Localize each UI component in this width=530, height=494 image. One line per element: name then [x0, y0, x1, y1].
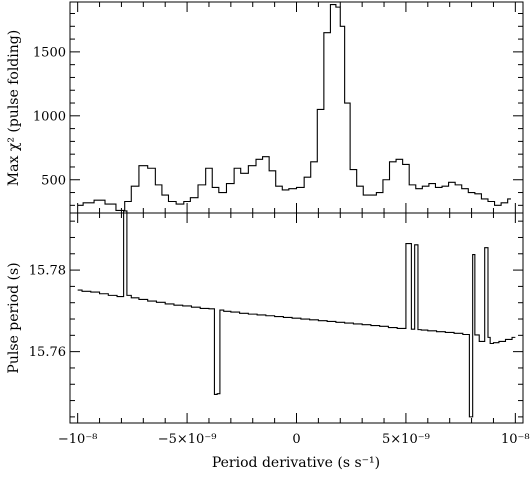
xtick-label: −10⁻⁸ — [58, 432, 98, 447]
xtick-label: 5×10⁻⁹ — [382, 432, 430, 447]
top-ytick-labels: 500 1000 1500 — [33, 45, 66, 188]
xtick-labels: −10⁻⁸ −5×10⁻⁹ 0 5×10⁻⁹ 10⁻⁸ — [58, 432, 530, 447]
top-ylabel: Max χ² (pulse folding) — [6, 30, 22, 186]
top-panel-ticks — [70, 2, 523, 213]
ytick-label: 500 — [41, 173, 66, 188]
bottom-ylabel: Pulse period (s) — [6, 262, 22, 373]
ytick-label: 1000 — [33, 109, 66, 124]
bottom-panel-ticks — [70, 213, 523, 423]
bottom-series-line — [77, 210, 516, 418]
ytick-label: 15.76 — [29, 345, 66, 360]
xtick-label: 10⁻⁸ — [501, 432, 530, 447]
xlabel: Period derivative (s s⁻¹) — [212, 455, 380, 471]
ytick-label: 1500 — [33, 45, 66, 60]
xtick-label: −5×10⁻⁹ — [158, 432, 217, 447]
xtick-label: 0 — [292, 432, 300, 447]
bottom-ytick-labels: 15.76 15.78 — [29, 264, 66, 361]
ytick-label: 15.78 — [29, 264, 66, 279]
top-panel-frame — [69, 1, 524, 214]
top-series-line — [77, 4, 511, 211]
